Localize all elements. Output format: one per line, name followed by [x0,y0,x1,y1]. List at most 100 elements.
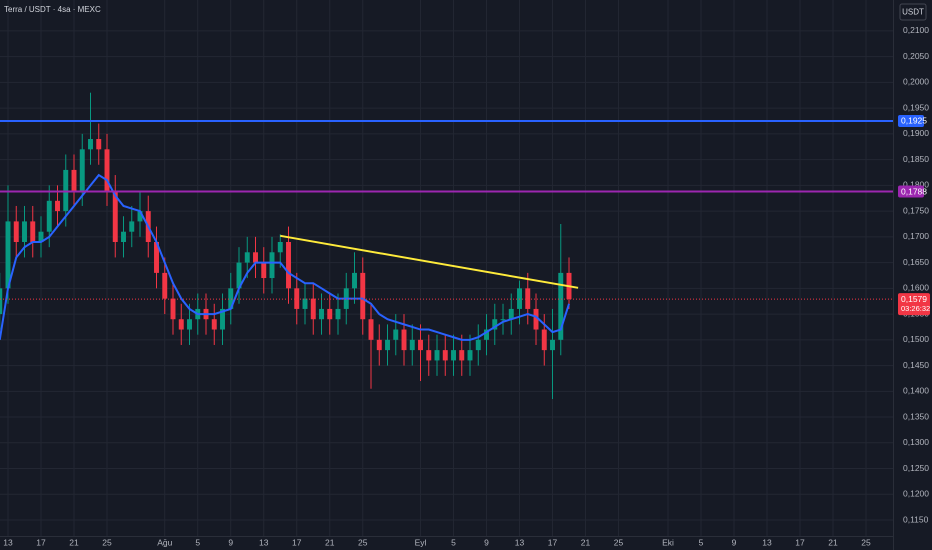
plot [0,92,893,400]
moving-average [0,173,570,341]
x-tick-label: 9 [484,537,489,547]
y-tick-label: 0,1400 [903,386,929,396]
currency-button-label[interactable]: USDT [902,8,924,17]
candle-body [484,329,489,340]
y-tick-label: 0,1150 [903,514,929,524]
candle-body [154,241,159,273]
candle-body [401,329,407,351]
candle-body [253,252,258,263]
candle-body [244,252,250,263]
candle-body [376,339,382,351]
candle-body [426,350,432,361]
x-tick-label: 25 [861,537,871,547]
candle-body [533,308,539,330]
candle-body [63,169,69,212]
candle-body [121,231,126,242]
candle-body [261,262,267,279]
candle-body [310,298,316,320]
axes: 0,1150 0,1200 0,1250 0,1300 0,1350 0,1400 0,14… [3,25,930,547]
x-tick-label: 25 [102,537,112,547]
candle-body [236,262,242,289]
x-tick-label: 13 [762,537,772,547]
candle-body [368,319,374,340]
candle-body [13,221,19,242]
candle-body [178,319,184,330]
candle-body [211,319,217,330]
candle-body [162,272,168,299]
x-tick-label: 21 [325,537,335,547]
x-tick-label: Eyl [415,537,427,547]
candle-body [228,288,234,309]
price-label: 0,1925 [901,116,927,126]
last-price-box [898,293,930,316]
candle-body [459,350,465,361]
x-tick-label: Eki [662,537,674,547]
candle-body [5,221,11,289]
trendline [280,234,579,289]
candle-body [137,211,143,222]
y-tick-label: 0,1650 [903,257,929,267]
last-price-label: 0,1579 [901,294,927,304]
candle-body [467,350,473,361]
candle-body [525,288,531,309]
x-tick-label: 21 [69,537,79,547]
y-tick-label: 0,1700 [903,231,929,241]
candle-body [500,319,506,321]
currency-button[interactable] [899,3,927,21]
y-tick-label: 0,2100 [903,25,929,35]
candle-body [360,272,366,320]
x-tick-label: 17 [36,537,46,547]
y-tick-label: 0,1500 [903,334,929,344]
x-tick-label: 13 [3,537,13,547]
candle-body [104,149,110,191]
x-tick-label: 21 [828,537,838,547]
y-tick-label: 0,1200 [903,489,929,499]
candle-body [352,272,357,289]
candle-body [508,308,514,320]
candle-body [286,241,291,289]
candle-body [409,339,415,351]
candle-body [550,339,555,351]
x-tick-label: 9 [732,537,737,547]
y-tick-label: 0,1750 [903,205,929,215]
candle-body [492,319,498,330]
x-tick-label: Ağu [157,537,172,547]
x-tick-label: 17 [548,537,558,547]
candle-body [302,298,308,309]
price-label-box [898,114,924,127]
candle-body [269,252,275,279]
candle-body [442,350,448,361]
x-tick-label: 25 [358,537,368,547]
candle-body [46,200,52,232]
y-tick-label: 0,1600 [903,283,929,293]
y-tick-label: 0,1800 [903,180,929,190]
candle-body [112,190,118,242]
candle-body [55,200,60,212]
x-tick-label: 9 [228,537,233,547]
price-label: 0,1788 [901,186,927,196]
grid [0,0,893,536]
candle-body [541,329,547,351]
candle-body [71,169,77,191]
y-tick-label: 0,1900 [903,128,929,138]
y-tick-label: 0,2000 [903,77,929,87]
x-tick-label: 17 [795,537,805,547]
y-tick-label: 0,1850 [903,154,929,164]
candle-body [327,308,333,320]
x-tick-label: 21 [581,537,591,547]
y-tick-label: 0,2050 [903,51,929,61]
candle-body [96,139,102,150]
countdown: 03:26:32 [901,304,930,313]
y-tick-label: 0,1350 [903,411,929,421]
candle-body [385,339,390,351]
candle-body [79,149,85,191]
x-tick-label: 13 [515,537,525,547]
candle-body [451,350,456,361]
candle-body [187,319,192,330]
candle-body [475,339,481,351]
candle-body [393,329,399,340]
y-tick-label: 0,1450 [903,360,929,370]
